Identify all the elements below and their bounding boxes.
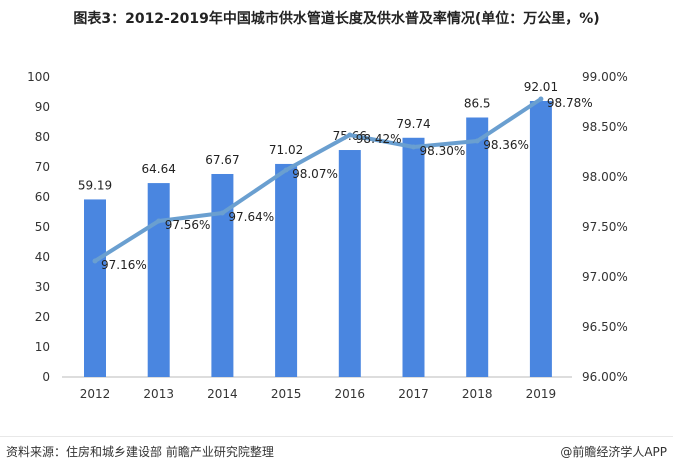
bar-value-label: 79.74 (396, 117, 430, 131)
bar-2018 (466, 117, 489, 377)
right-axis-tick: 98.00% (582, 170, 628, 184)
x-axis-tick: 2014 (207, 387, 238, 401)
bar-value-label: 64.64 (142, 162, 176, 176)
rate-point-2015 (283, 167, 289, 173)
bar-2015 (275, 163, 298, 377)
x-axis-tick: 2017 (398, 387, 429, 401)
rate-point-2019 (538, 96, 544, 102)
footer-divider (0, 436, 673, 437)
right-axis-tick: 99.00% (582, 70, 628, 84)
line-value-label: 98.36% (483, 138, 529, 152)
chart-title: 图表3：2012-2019年中国城市供水管道长度及供水普及率情况(单位：万公里，… (73, 11, 600, 27)
bar-2016 (338, 150, 361, 377)
x-axis-tick: 2016 (335, 387, 366, 401)
line-value-label: 97.56% (165, 218, 211, 232)
x-axis-tick: 2019 (526, 387, 557, 401)
source-note: 资料来源：住房和城乡建设部 前瞻产业研究院整理 (6, 445, 274, 459)
line-value-label: 98.07% (292, 167, 338, 181)
left-axis-tick: 20 (35, 310, 50, 324)
left-axis-tick: 80 (35, 130, 50, 144)
bar-value-label: 71.02 (269, 143, 303, 157)
left-axis-tick: 10 (35, 340, 50, 354)
bar-value-label: 86.5 (464, 97, 491, 111)
x-axis-tick: 2015 (271, 387, 302, 401)
rate-line (93, 97, 543, 263)
x-axis-tick: 2013 (143, 387, 174, 401)
right-axis-tick: 97.00% (582, 270, 628, 284)
credit-note: @前瞻经济学人APP (560, 445, 667, 459)
bar-value-label: 59.19 (78, 178, 112, 192)
rate-point-2016 (347, 132, 353, 138)
bar-2012 (84, 199, 106, 377)
rate-point-2017 (411, 144, 416, 150)
x-axis-tick: 2018 (462, 387, 493, 401)
rate-point-2018 (474, 138, 480, 144)
chart-svg: 0 10 20 30 40 50 60 70 80 90 100 96.00% 96.50% 97.00%… (27, 70, 628, 401)
bar-2017 (402, 137, 425, 377)
line-value-label: 97.16% (101, 258, 147, 272)
left-axis-tick: 0 (42, 370, 50, 384)
bar-value-label: 67.67 (205, 153, 239, 167)
left-axis-tick: 90 (35, 100, 50, 114)
left-axis-tick: 70 (35, 160, 50, 174)
line-value-label: 98.30% (420, 144, 466, 158)
rate-point-2012 (92, 258, 98, 264)
right-axis-tick: 98.50% (582, 120, 628, 134)
line-value-label: 98.42% (356, 132, 402, 146)
line-value-label: 98.78% (547, 96, 593, 110)
right-axis-tick: 97.50% (582, 220, 628, 234)
left-axis-tick: 30 (35, 280, 50, 294)
bar-value-label: 92.01 (524, 80, 558, 94)
x-axis-tick: 2012 (80, 387, 111, 401)
left-axis-tick: 50 (35, 220, 50, 234)
rate-point-2014 (219, 210, 225, 216)
rate-point-2013 (156, 218, 162, 224)
bar-2013 (147, 183, 170, 377)
left-axis-tick: 100 (27, 70, 50, 84)
bar-2014 (211, 173, 234, 377)
bar-2019 (529, 100, 552, 377)
right-axis-tick: 96.00% (582, 370, 628, 384)
left-axis-tick: 40 (35, 250, 50, 264)
left-axis-tick: 60 (35, 190, 50, 204)
right-axis-tick: 96.50% (582, 320, 628, 334)
line-value-label: 97.64% (228, 210, 274, 224)
